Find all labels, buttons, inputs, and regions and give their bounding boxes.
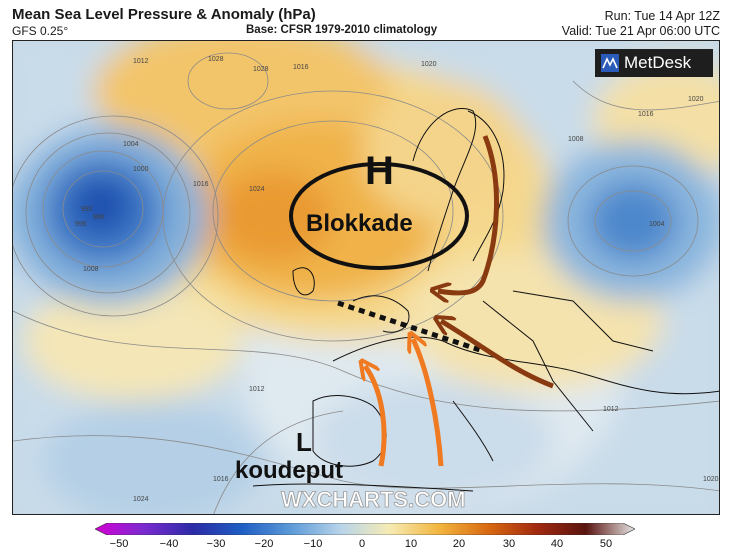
metdesk-logo-icon (601, 54, 619, 72)
isobar-label: 1028 (253, 66, 269, 73)
colorbar-tick: 10 (404, 538, 418, 550)
colorbar-tick: 50 (599, 538, 613, 550)
isobar-lines (13, 52, 719, 514)
flow-arrow-south-west (365, 366, 387, 467)
climatology-base-label: Base: CFSR 1979-2010 climatology (246, 24, 438, 36)
isobar-label: 1020 (421, 61, 437, 68)
cold-pool-label: koudeput (235, 457, 343, 484)
colorbar-tick: −30 (206, 538, 226, 550)
blocking-high-circle (289, 162, 469, 270)
isobar-label: 992 (81, 206, 93, 213)
colorbar-tick: 20 (452, 538, 466, 550)
flow-arrow-south-east (413, 339, 444, 467)
metdesk-logo: MetDesk (595, 49, 713, 77)
pressure-anomaly-map: H Blokkade L koudeput WXCHARTS.COM 1028 … (12, 40, 720, 515)
chart-title: Mean Sea Level Pressure & Anomaly (hPa) (12, 6, 316, 23)
anomaly-shading (13, 41, 719, 514)
isobar-label: 988 (93, 214, 105, 221)
isobar-label: 1028 (208, 56, 224, 63)
isobar-label: 1012 (249, 386, 265, 393)
isobar-label: 1016 (213, 476, 229, 483)
metdesk-logo-text: MetDesk (624, 53, 692, 72)
isobar-label: 1024 (249, 186, 265, 193)
model-label: GFS 0.25° (12, 24, 69, 38)
watermark: WXCHARTS.COM (281, 487, 466, 512)
run-time-label: Run: Tue 14 Apr 12Z (604, 9, 720, 23)
high-pressure-letter: H (365, 149, 394, 193)
map-canvas: H Blokkade L koudeput WXCHARTS.COM 1028 … (13, 41, 719, 514)
colorbar-tick: −50 (109, 538, 129, 550)
valid-time-label: Valid: Tue 21 Apr 06:00 UTC (561, 24, 720, 38)
isobar-label: 1024 (133, 496, 149, 503)
flow-arrow-north (438, 135, 500, 293)
colorbar-tick: 0 (358, 538, 366, 550)
isobar-label: 1016 (638, 111, 654, 118)
colorbar-tick: 40 (550, 538, 564, 550)
isobar-label: 1016 (193, 181, 209, 188)
isobar-label: 1012 (133, 58, 149, 65)
isobar-label: 1020 (688, 96, 704, 103)
blocking-label: Blokkade (306, 210, 413, 237)
isobar-label: 1020 (703, 476, 719, 483)
isobar-label: 996 (75, 221, 87, 228)
isobar-label: 1016 (293, 64, 309, 71)
front-line (337, 300, 484, 354)
isobar-label: 1008 (568, 136, 584, 143)
isobar-label: 1008 (83, 266, 99, 273)
colorbar-tick: 30 (502, 538, 516, 550)
low-pressure-letter: L (296, 427, 312, 457)
colorbar (95, 523, 635, 535)
colorbar-tick: −40 (159, 538, 179, 550)
isobar-label: 1004 (649, 221, 665, 228)
isobar-label: 1012 (603, 406, 619, 413)
isobar-labels: 1028 1028 1024 1020 1016 1016 1012 1012 … (75, 56, 719, 503)
isobar-label: 1000 (133, 166, 149, 173)
coastlines (252, 108, 719, 492)
colorbar-tick: −10 (303, 538, 323, 550)
flow-arrow-east (441, 321, 554, 389)
colorbar-tick: −20 (254, 538, 274, 550)
isobar-label: 1004 (123, 141, 139, 148)
